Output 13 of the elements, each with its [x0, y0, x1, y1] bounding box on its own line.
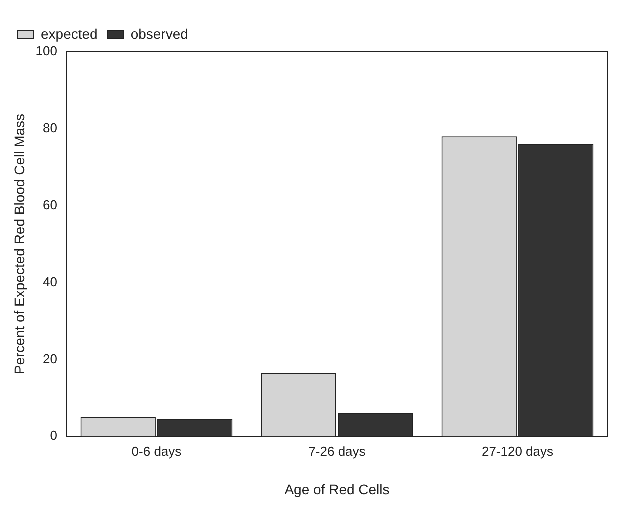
x-axis-title: Age of Red Cells — [284, 481, 390, 498]
y-tick-label: 0 — [50, 428, 58, 444]
x-tick-label: 27-120 days — [482, 444, 554, 459]
y-tick-label: 80 — [43, 120, 58, 136]
legend-label: expected — [41, 26, 98, 42]
y-tick-label: 40 — [43, 274, 58, 290]
y-tick-label: 20 — [43, 351, 58, 366]
y-tick-label: 60 — [43, 197, 58, 212]
y-tick-label: 100 — [36, 44, 58, 59]
x-tick-label: 7-26 days — [308, 444, 366, 459]
legend-label: observed — [130, 26, 188, 42]
y-axis-title: Percent of Expected Red Blood Cell Mass — [11, 114, 28, 375]
x-tick-label: 0-6 days — [132, 444, 182, 459]
